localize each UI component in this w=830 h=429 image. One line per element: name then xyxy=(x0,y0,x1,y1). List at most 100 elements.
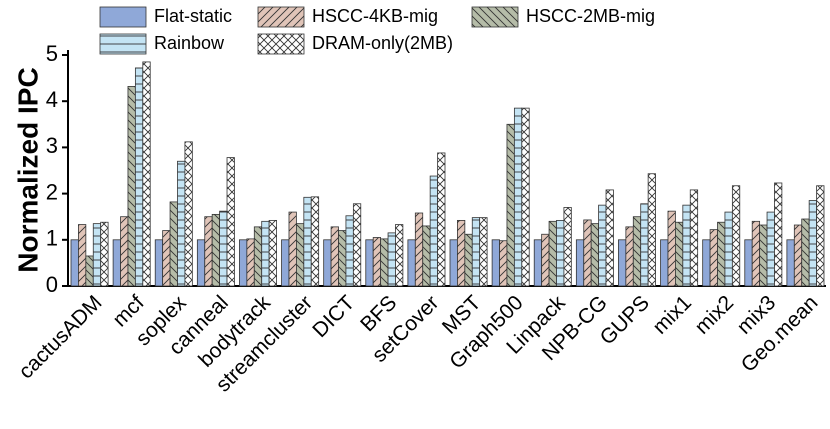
bar xyxy=(407,239,416,287)
bar xyxy=(253,226,263,287)
bar xyxy=(323,239,332,287)
bar xyxy=(177,160,186,287)
bar xyxy=(521,107,530,287)
legend-label: HSCC-4KB-mig xyxy=(312,6,438,26)
bar xyxy=(422,225,431,287)
bar xyxy=(731,185,741,287)
bar xyxy=(310,196,320,287)
bar xyxy=(85,255,94,287)
bar xyxy=(100,221,109,287)
bar xyxy=(563,207,572,287)
bar xyxy=(134,67,144,287)
bar xyxy=(556,219,565,287)
x-tick-label: DICT xyxy=(308,291,359,342)
legend-label: DRAM-only(2MB) xyxy=(312,33,453,53)
bar xyxy=(583,219,592,287)
bar xyxy=(211,213,221,287)
bar xyxy=(196,239,206,287)
bar xyxy=(226,157,235,287)
legend-swatch xyxy=(99,6,147,28)
x-tick-label: cactusADM xyxy=(14,291,106,383)
bar xyxy=(471,217,481,287)
bar xyxy=(338,230,347,287)
bar xyxy=(295,223,305,287)
bar xyxy=(506,123,515,287)
bar xyxy=(204,216,213,287)
bar xyxy=(261,220,270,287)
x-tick-label: mix2 xyxy=(691,291,739,339)
bar xyxy=(464,233,473,287)
bar xyxy=(219,210,228,287)
y-tick-label: 1 xyxy=(46,226,58,251)
legend-swatch xyxy=(257,33,305,55)
y-tick-label: 0 xyxy=(46,272,58,297)
bar xyxy=(598,204,607,287)
legend-swatch xyxy=(99,33,147,55)
bar xyxy=(786,239,795,287)
x-tick-label: mix1 xyxy=(648,291,696,339)
y-tick-label: 3 xyxy=(46,133,58,158)
bar xyxy=(590,223,600,287)
bar xyxy=(640,203,649,287)
bar xyxy=(345,215,354,287)
bar xyxy=(127,86,136,287)
y-tick-label: 4 xyxy=(46,87,58,112)
y-tick-label: 2 xyxy=(46,179,58,204)
bar xyxy=(491,239,500,287)
bar xyxy=(437,152,446,287)
bar xyxy=(281,239,290,287)
bar xyxy=(142,61,151,287)
y-axis-label: Normalized IPC xyxy=(12,67,43,272)
bar xyxy=(808,200,817,287)
bar xyxy=(541,233,550,287)
bar xyxy=(162,230,171,287)
bar xyxy=(112,239,121,287)
bar xyxy=(246,238,255,287)
bar xyxy=(352,203,362,287)
bar xyxy=(533,239,543,287)
bar xyxy=(429,175,438,287)
bar xyxy=(457,219,466,287)
bar xyxy=(702,239,711,287)
bar xyxy=(330,226,339,287)
bar xyxy=(793,224,803,287)
bar xyxy=(675,221,684,287)
y-tick-label: 5 xyxy=(46,41,58,66)
bar xyxy=(774,182,783,287)
bar xyxy=(816,185,825,287)
bar xyxy=(744,239,753,287)
bar xyxy=(717,221,726,287)
bar xyxy=(449,239,458,287)
bar xyxy=(387,232,396,287)
bar xyxy=(78,224,87,287)
bar xyxy=(667,210,676,287)
bar xyxy=(268,219,277,287)
bar xyxy=(801,218,810,287)
bar xyxy=(618,239,627,287)
bar xyxy=(724,211,733,287)
bar xyxy=(647,173,656,287)
legend-label: Rainbow xyxy=(154,33,225,53)
bar xyxy=(120,216,129,287)
bar xyxy=(759,224,768,287)
bar xyxy=(625,226,634,287)
bar xyxy=(303,196,312,287)
bar xyxy=(288,211,297,287)
bar xyxy=(499,240,508,287)
bar xyxy=(709,229,718,287)
bar xyxy=(184,141,193,287)
bar xyxy=(70,239,79,287)
bar xyxy=(372,237,382,287)
bar xyxy=(169,201,178,287)
bar xyxy=(682,204,691,287)
legend-swatch xyxy=(257,6,305,28)
bar xyxy=(751,220,761,287)
bar xyxy=(365,239,374,287)
bar xyxy=(513,107,523,287)
bar xyxy=(92,223,102,287)
bar xyxy=(239,239,248,287)
bar xyxy=(414,212,424,287)
bar xyxy=(632,216,642,287)
bar xyxy=(479,217,488,287)
